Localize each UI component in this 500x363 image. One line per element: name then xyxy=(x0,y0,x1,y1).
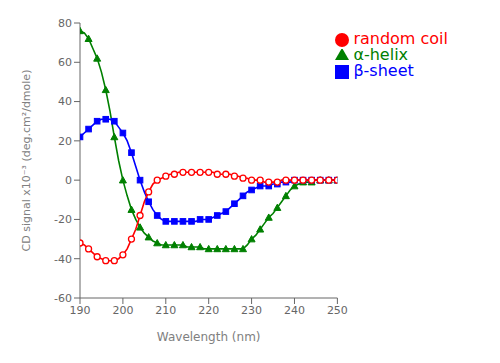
svg-text:-20: -20 xyxy=(54,213,72,226)
svg-text:40: 40 xyxy=(58,95,72,108)
svg-text:CD signal x10⁻³ (deg.cm²/dmole: CD signal x10⁻³ (deg.cm²/dmole) xyxy=(20,70,33,252)
svg-text:80: 80 xyxy=(58,17,72,30)
html-text:random coil: random coil xyxy=(353,29,448,48)
svg-text:220: 220 xyxy=(198,304,219,317)
svg-text:Wavelength (nm): Wavelength (nm) xyxy=(157,330,261,344)
svg-text:-60: -60 xyxy=(54,292,72,305)
svg-text:230: 230 xyxy=(241,304,262,317)
svg-text:240: 240 xyxy=(284,304,305,317)
svg-text:-40: -40 xyxy=(54,253,72,266)
svg-text:250: 250 xyxy=(327,304,348,317)
svg-text:200: 200 xyxy=(112,304,133,317)
svg-text:0: 0 xyxy=(65,174,72,187)
html-text:α-helix: α-helix xyxy=(353,45,408,64)
svg-text:190: 190 xyxy=(70,304,91,317)
svg-text:20: 20 xyxy=(58,135,72,148)
svg-text:60: 60 xyxy=(58,56,72,69)
html-text:β-sheet: β-sheet xyxy=(353,61,414,80)
svg-text:210: 210 xyxy=(155,304,176,317)
